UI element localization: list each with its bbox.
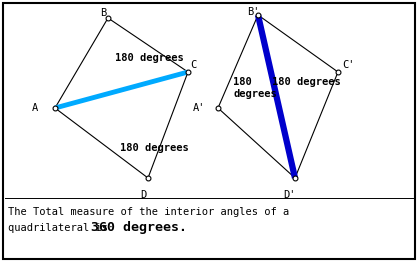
Text: C: C (190, 60, 196, 70)
Text: 180 degrees: 180 degrees (115, 53, 184, 63)
Text: D: D (140, 190, 146, 200)
Text: 180 degrees: 180 degrees (272, 77, 341, 87)
Text: C': C' (342, 60, 354, 70)
Text: 180
degrees: 180 degrees (233, 77, 277, 99)
Text: B': B' (247, 7, 259, 17)
Text: 180 degrees: 180 degrees (120, 143, 189, 153)
Text: B: B (100, 8, 106, 18)
Text: The Total measure of the interior angles of a: The Total measure of the interior angles… (8, 207, 289, 217)
Text: A': A' (193, 103, 205, 113)
Text: D': D' (284, 190, 296, 200)
Text: 360 degrees.: 360 degrees. (91, 221, 187, 234)
Text: A: A (32, 103, 38, 113)
Text: quadrilateral is: quadrilateral is (8, 223, 120, 233)
